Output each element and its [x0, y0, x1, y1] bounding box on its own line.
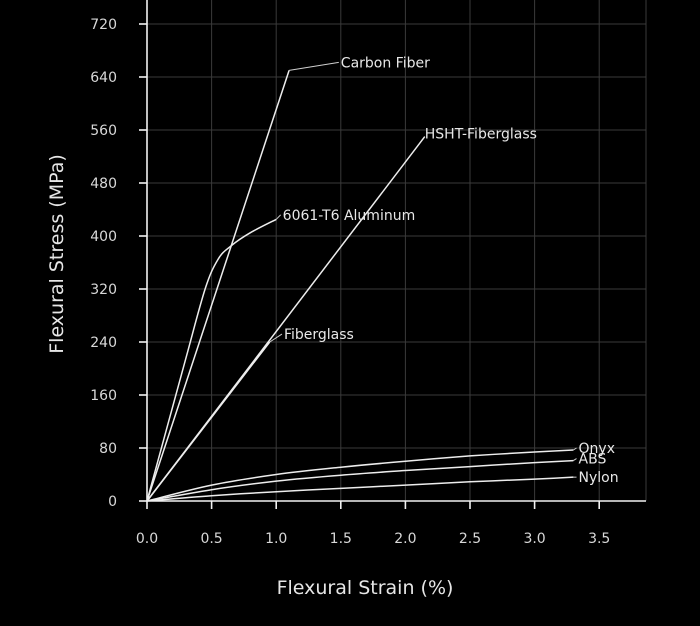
x-tick-label: 1.5	[330, 531, 352, 547]
leader-line-onyx	[573, 447, 577, 451]
x-tick-label: 0.0	[136, 531, 158, 547]
series-label-onyx: Onyx	[579, 441, 615, 457]
y-tick-label: 0	[108, 494, 117, 510]
x-tick-label: 3.0	[523, 531, 545, 547]
tick-labels: 0 80 160 240 320 400 480 560 640 720 0.0 0.5 1.0 1.5 2…	[90, 17, 610, 547]
series-label-6061-t6-aluminum: 6061-T6 Aluminum	[283, 208, 416, 224]
y-tick-label: 560	[90, 123, 117, 139]
y-tick-label: 400	[90, 229, 117, 245]
series-line-carbon-fiber	[146, 70, 290, 502]
series-line-fiberglass	[146, 341, 271, 502]
x-axis-title: Flexural Strain (%)	[277, 577, 454, 599]
y-axis-title: Flexural Stress (MPa)	[46, 154, 68, 354]
y-tick-label: 720	[90, 17, 117, 33]
series-labels: Carbon Fiber HSHT-Fiberglass 6061-T6 Alumi…	[269, 55, 619, 486]
y-tick-label: 320	[90, 282, 117, 298]
series-label-nylon: Nylon	[579, 470, 619, 486]
y-tick-label: 80	[99, 441, 117, 457]
y-tick-label: 640	[90, 70, 117, 86]
axes	[139, 0, 646, 509]
x-tick-label: 2.5	[459, 531, 481, 547]
leader-line-abs	[573, 458, 577, 462]
x-tick-label: 0.5	[200, 531, 222, 547]
y-tick-label: 240	[90, 335, 117, 351]
series-line-abs	[146, 459, 574, 502]
series-lines	[146, 70, 574, 502]
leader-line-fiberglass	[269, 333, 283, 343]
y-tick-label: 480	[90, 176, 117, 192]
series-label-hsht-fiberglass: HSHT-Fiberglass	[425, 126, 537, 142]
series-line-onyx	[146, 449, 574, 502]
x-tick-label: 1.0	[265, 531, 287, 547]
leader-line-6061-t6-aluminum	[275, 214, 282, 220]
series-line-6061-t6-aluminum	[146, 218, 277, 502]
leader-line-carbon-fiber	[289, 61, 339, 71]
series-label-carbon-fiber: Carbon Fiber	[341, 55, 430, 71]
series-line-nylon	[146, 476, 574, 502]
x-tick-label: 3.5	[588, 531, 610, 547]
series-label-abs: ABS	[579, 452, 607, 468]
y-tick-label: 160	[90, 388, 117, 404]
x-tick-label: 2.0	[394, 531, 416, 547]
grid-lines	[147, 0, 647, 501]
series-label-fiberglass: Fiberglass	[284, 327, 354, 343]
